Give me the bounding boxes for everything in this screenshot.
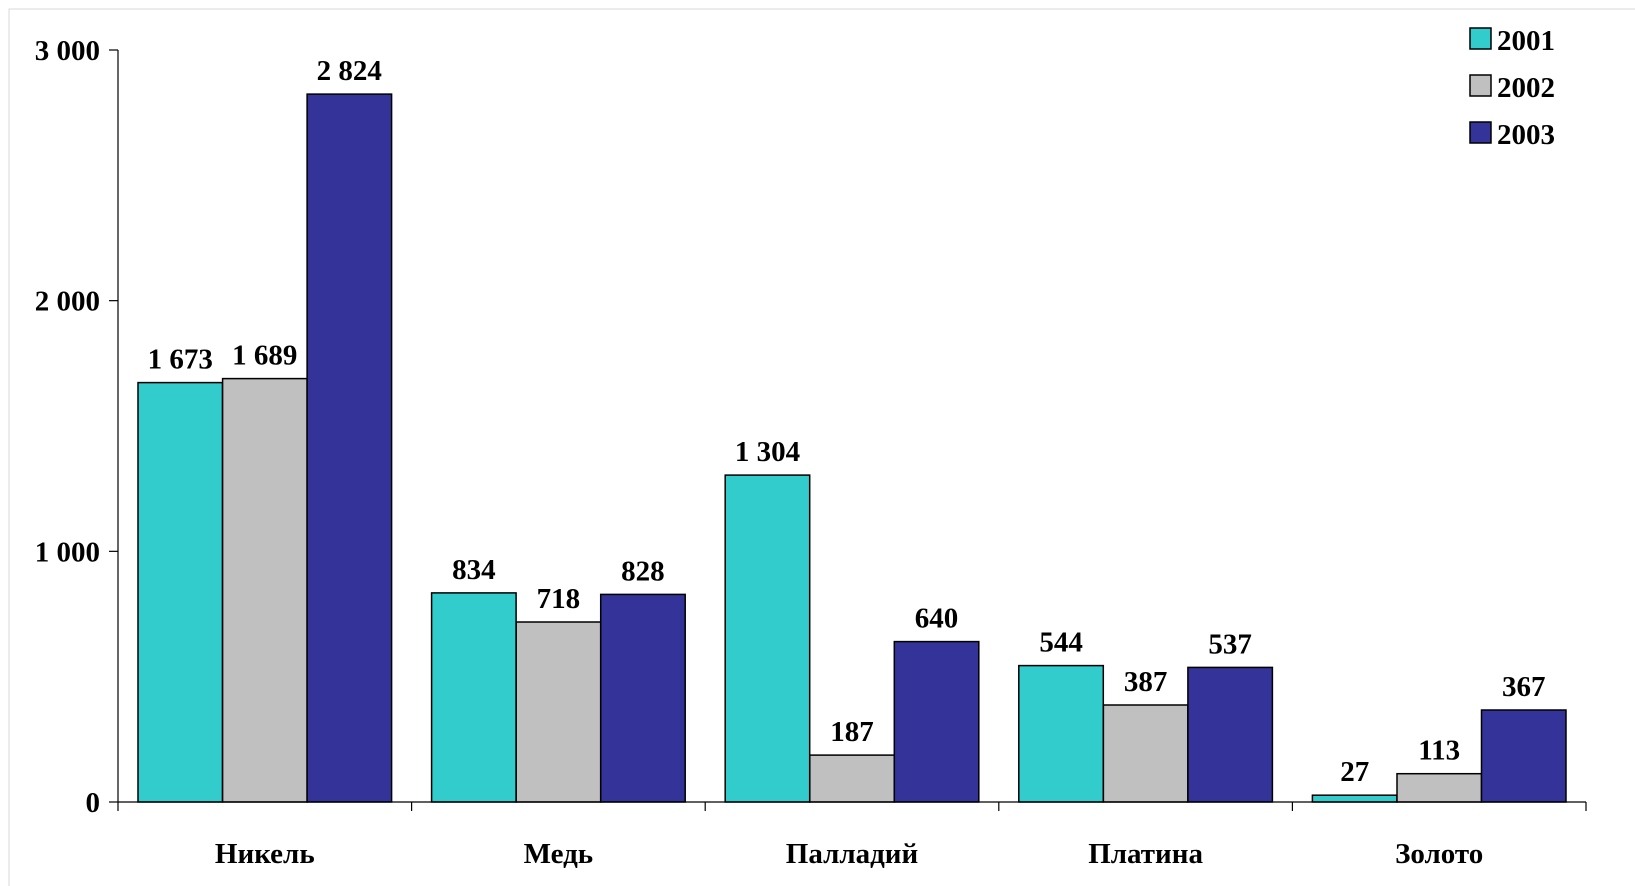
y-tick-label-0: 0	[86, 787, 101, 819]
bar-2002-1	[515, 621, 602, 803]
bar-2003-3	[1187, 666, 1274, 803]
bar-2001-4	[1311, 794, 1398, 803]
y-tick-label-3: 3 000	[35, 35, 100, 67]
legend-swatch-2002	[1469, 74, 1492, 97]
data-label-2003-2: 640	[915, 603, 959, 635]
bar-2003-0	[306, 93, 393, 803]
bar-2002-0	[221, 377, 308, 803]
data-label-2001-4: 27	[1340, 756, 1369, 788]
bar-2003-1	[599, 593, 686, 803]
category-label-1: Медь	[524, 838, 593, 870]
bar-2003-4	[1480, 709, 1567, 803]
bars-group	[137, 93, 1567, 803]
data-label-2002-3: 387	[1124, 666, 1168, 698]
bar-2003-2	[893, 640, 980, 803]
legend-swatch-2003	[1469, 121, 1492, 144]
y-tick-label-1: 1 000	[35, 536, 100, 568]
bar-2002-4	[1396, 772, 1483, 803]
bar-2002-2	[809, 754, 896, 803]
bar-2001-3	[1018, 664, 1105, 803]
data-labels-group: 1 673 1 689 2 824 834 718 828 1 304 187 640 544 38…	[148, 55, 1546, 788]
data-label-2002-2: 187	[830, 716, 874, 748]
legend-label-2002: 2002	[1497, 72, 1555, 104]
chart-frame	[8, 8, 1635, 886]
legend: 2001 2002 2003	[1469, 25, 1555, 151]
legend-label-2001: 2001	[1497, 25, 1555, 57]
data-label-2003-1: 828	[621, 555, 665, 587]
legend-swatch-2001	[1469, 27, 1492, 50]
data-label-2001-0: 1 673	[148, 344, 213, 376]
category-label-4: Золото	[1395, 838, 1483, 870]
data-label-2001-1: 834	[452, 554, 496, 586]
bar-2001-0	[137, 381, 224, 803]
y-axis: 0 1 000 2 000 3 000	[35, 35, 119, 819]
x-axis: Никель Медь Палладий Платина Золото	[117, 801, 1587, 870]
data-label-2003-3: 537	[1208, 628, 1252, 660]
bar-2001-1	[430, 592, 517, 803]
category-label-3: Платина	[1088, 838, 1203, 870]
bar-2002-3	[1102, 704, 1189, 803]
data-label-2003-0: 2 824	[317, 55, 382, 87]
data-label-2002-0: 1 689	[232, 340, 297, 372]
category-label-2: Палладий	[786, 838, 918, 870]
data-label-2002-4: 113	[1418, 735, 1460, 767]
data-label-2003-4: 367	[1502, 671, 1546, 703]
y-tick-label-2: 2 000	[35, 286, 100, 318]
data-label-2002-1: 718	[537, 583, 581, 615]
data-label-2001-2: 1 304	[735, 436, 800, 468]
bar-2001-2	[724, 474, 811, 803]
legend-label-2003: 2003	[1497, 119, 1555, 151]
category-label-0: Никель	[215, 838, 315, 870]
data-label-2001-3: 544	[1039, 627, 1083, 659]
